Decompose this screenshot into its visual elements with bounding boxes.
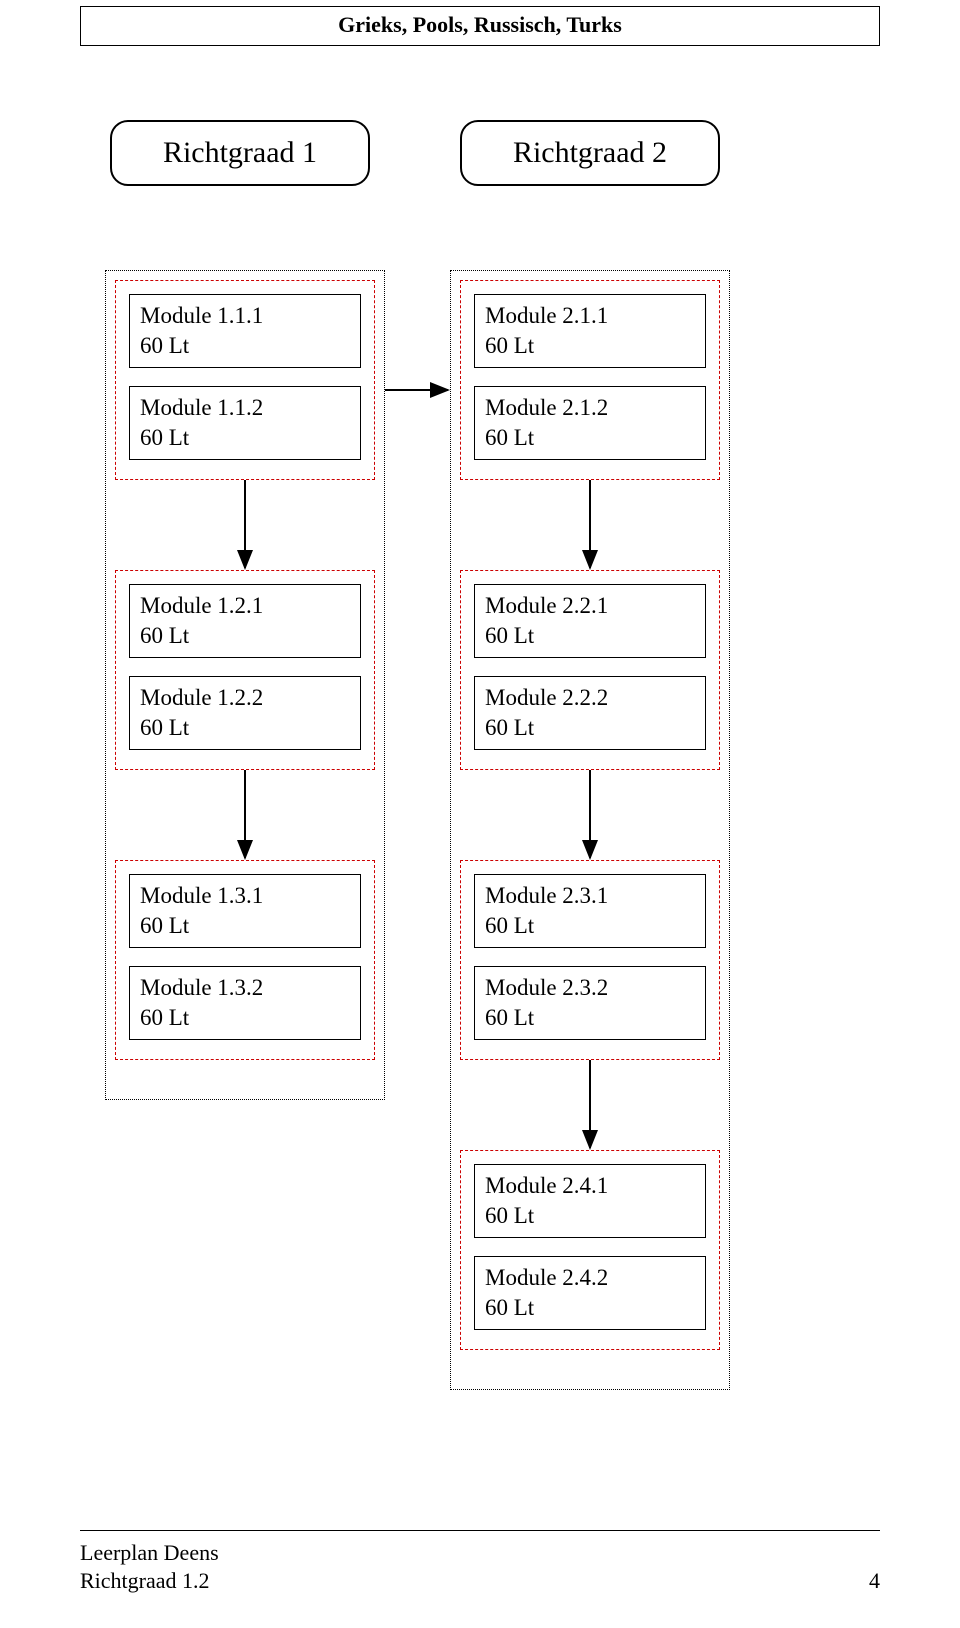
page-number: 4 xyxy=(869,1568,880,1594)
page: Grieks, Pools, Russisch, Turks Richtgraa… xyxy=(0,0,960,1628)
footer-separator xyxy=(80,1530,880,1531)
arrows-layer xyxy=(0,0,960,1628)
footer-line-1: Leerplan Deens xyxy=(80,1540,219,1566)
footer-line-2: Richtgraad 1.2 xyxy=(80,1568,210,1594)
